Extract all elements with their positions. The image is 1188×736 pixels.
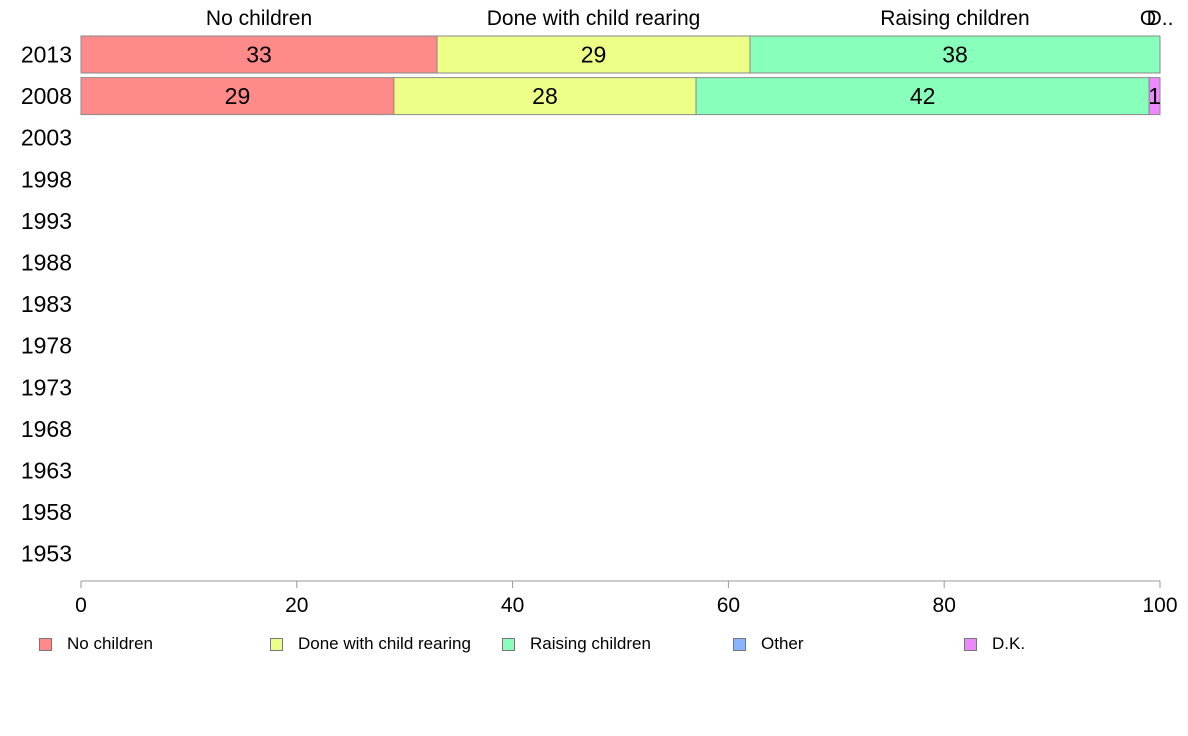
legend-swatch bbox=[733, 637, 746, 651]
x-axis: 0 20 40 60 80 100 bbox=[75, 580, 1178, 617]
top-series-label: Raising children bbox=[880, 7, 1029, 30]
legend: No children Done with child rearing Raisin… bbox=[0, 634, 1188, 658]
bars: 33 29 38 29 28 42 1 bbox=[80, 35, 1161, 116]
y-tick-label: 1953 bbox=[21, 541, 72, 567]
x-tick-label: 40 bbox=[501, 594, 524, 617]
legend-label: Other bbox=[761, 634, 804, 653]
legend-swatch bbox=[964, 637, 977, 651]
bar-segment bbox=[1148, 77, 1161, 116]
legend-label: No children bbox=[67, 634, 153, 653]
x-tick-label: 20 bbox=[285, 594, 308, 617]
x-tick-label: 100 bbox=[1142, 594, 1177, 617]
y-tick-label: 1983 bbox=[21, 291, 72, 317]
top-series-label: D.. bbox=[1147, 7, 1174, 30]
bar-value-label: 42 bbox=[910, 83, 936, 109]
y-tick-label: 1993 bbox=[21, 208, 72, 234]
y-tick-label: 2008 bbox=[21, 83, 72, 109]
legend-label: Raising children bbox=[530, 634, 651, 653]
y-tick-label: 2013 bbox=[21, 42, 72, 68]
top-series-label: No children bbox=[206, 7, 312, 30]
legend-swatch bbox=[270, 637, 283, 651]
bar-value-label: 28 bbox=[532, 83, 558, 109]
y-tick-label: 1978 bbox=[21, 333, 72, 359]
x-tick-label: 80 bbox=[933, 594, 956, 617]
legend-swatch bbox=[502, 637, 515, 651]
bar-value-label: 29 bbox=[225, 83, 251, 109]
legend-swatch bbox=[39, 637, 52, 651]
bar-value-label: 38 bbox=[942, 42, 968, 68]
y-axis-labels: 2013 2008 2003 1998 1993 1988 1983 1978 1973 1968… bbox=[21, 42, 72, 567]
legend-item: No children bbox=[39, 634, 153, 654]
top-series-label: O bbox=[1140, 7, 1156, 30]
legend-item: Raising children bbox=[502, 634, 651, 654]
y-tick-label: 1968 bbox=[21, 416, 72, 442]
y-tick-label: 1988 bbox=[21, 250, 72, 276]
legend-item: D.K. bbox=[964, 634, 1025, 654]
y-tick-label: 1998 bbox=[21, 166, 72, 192]
legend-item: Other bbox=[733, 634, 804, 654]
bar-value-label: 33 bbox=[246, 42, 272, 68]
stacked-bar-chart: No children Done with child rearing Raisin… bbox=[21, 7, 1178, 617]
x-tick-label: 60 bbox=[717, 594, 740, 617]
legend-label: Done with child rearing bbox=[298, 634, 471, 653]
bar-segment bbox=[436, 35, 751, 74]
y-tick-label: 2003 bbox=[21, 125, 72, 151]
top-series-label: Done with child rearing bbox=[487, 7, 701, 30]
x-tick-label: 0 bbox=[75, 594, 87, 617]
legend-label: D.K. bbox=[992, 634, 1026, 653]
y-tick-label: 1963 bbox=[21, 458, 72, 484]
bar-value-label: 29 bbox=[581, 42, 607, 68]
bar-value-label: 1 bbox=[1148, 83, 1161, 109]
y-tick-label: 1973 bbox=[21, 374, 72, 400]
legend-item: Done with child rearing bbox=[270, 634, 471, 654]
y-tick-label: 1958 bbox=[21, 499, 72, 525]
top-category-labels: No children Done with child rearing Raisin… bbox=[206, 7, 1174, 30]
